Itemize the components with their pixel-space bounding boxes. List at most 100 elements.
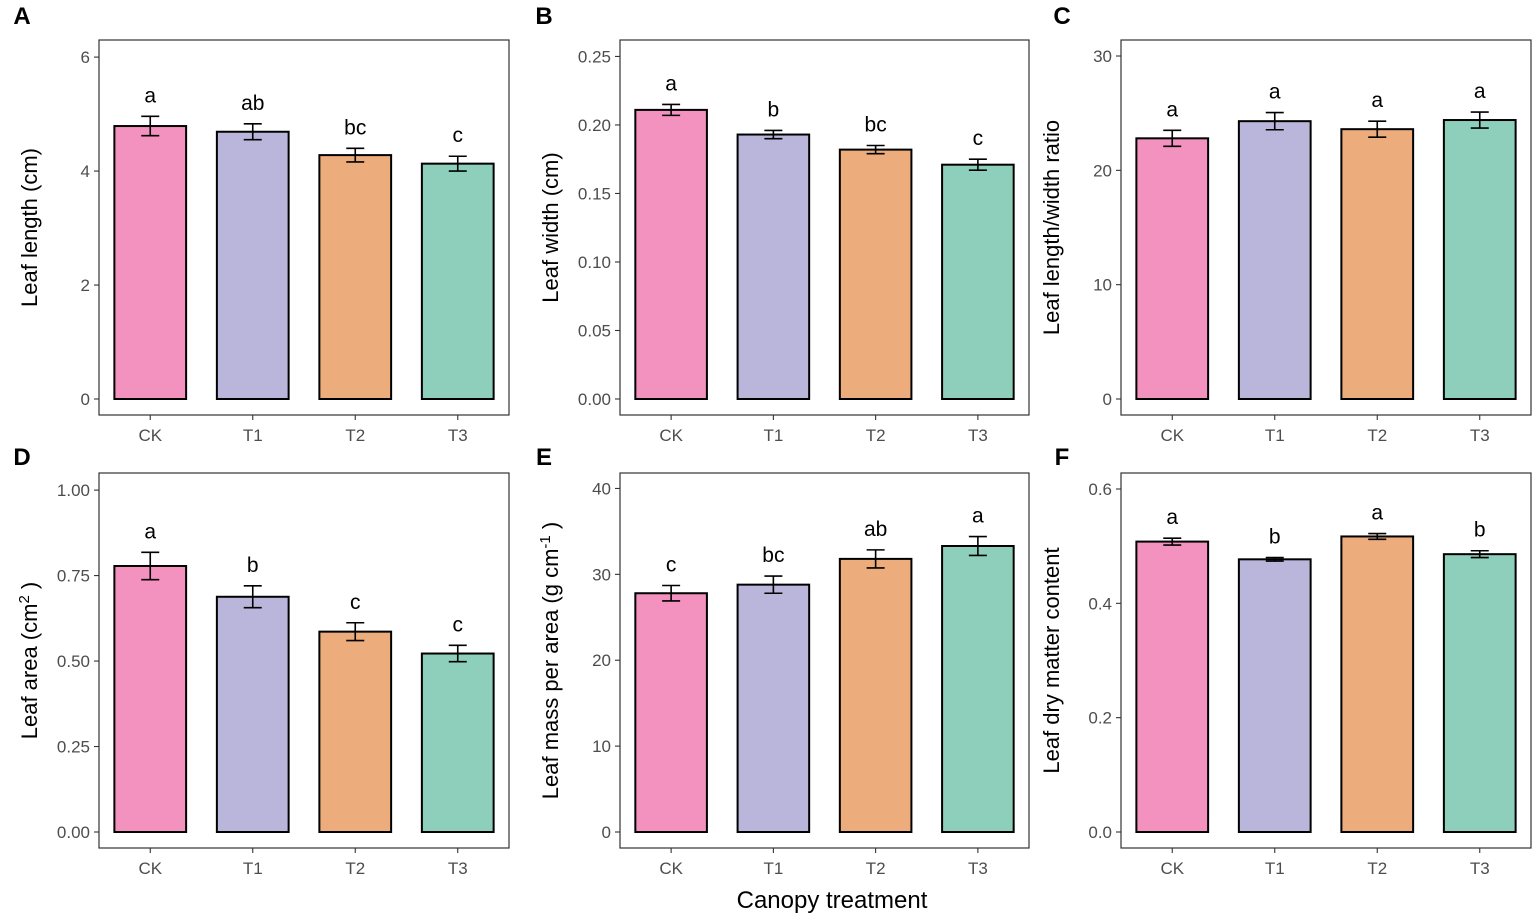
- y-tick-label: 0.2: [1088, 709, 1112, 728]
- significance-label: c: [453, 124, 464, 147]
- panel-label: B: [535, 3, 552, 30]
- bar-ck: [634, 592, 708, 834]
- bar-t1: [736, 583, 811, 833]
- bar-t3: [420, 162, 495, 400]
- x-tick-label: CK: [1160, 859, 1184, 878]
- significance-label: c: [350, 591, 361, 614]
- significance-label: b: [1269, 526, 1281, 549]
- y-tick-label: 0.4: [1088, 594, 1112, 613]
- y-tick-label: 0.75: [57, 567, 90, 586]
- significance-label: bc: [344, 116, 366, 139]
- significance-label: a: [1371, 502, 1383, 525]
- panel-label: C: [1053, 3, 1070, 30]
- panel-border: [1120, 472, 1532, 849]
- x-tick-label: T1: [1265, 426, 1285, 445]
- bar-t1: [736, 133, 811, 400]
- y-tick-label: 1.00: [57, 481, 90, 500]
- panel-b: 0.00 0.05 0.10 0.15 0.20 0.25 a CK b T1 bc T2 c T3 Lea…: [535, 3, 1030, 445]
- y-tick-label: 0: [81, 390, 90, 409]
- y-tick-label: 20: [592, 651, 611, 670]
- x-tick-label: T2: [1367, 426, 1387, 445]
- y-axis-title: Leaf dry matter content: [1039, 547, 1064, 773]
- significance-label: b: [247, 554, 259, 577]
- y-tick-label: 0.25: [57, 738, 90, 757]
- x-tick-label: T2: [866, 859, 886, 878]
- bar-t3: [420, 652, 495, 833]
- significance-label: a: [972, 505, 984, 528]
- bar-t2: [838, 557, 913, 834]
- global-x-axis-title: Canopy treatment: [737, 887, 928, 914]
- panel-d: 0.00 0.25 0.50 0.75 1.00 a CK b T1 c T2 c T3 Leaf are…: [13, 444, 510, 878]
- x-tick-label: CK: [138, 859, 162, 878]
- significance-label: c: [453, 613, 464, 636]
- y-tick-label: 0.0: [1088, 823, 1112, 842]
- y-tick-label: 40: [592, 479, 611, 498]
- bar-t1: [1237, 120, 1312, 400]
- x-tick-label: CK: [1160, 426, 1184, 445]
- x-tick-label: T3: [448, 859, 468, 878]
- x-tick-label: T2: [345, 426, 365, 445]
- significance-label: a: [665, 72, 677, 95]
- y-tick-label: 0.25: [578, 47, 611, 66]
- y-tick-label: 0.10: [578, 253, 611, 272]
- bar-ck: [1135, 137, 1210, 401]
- x-tick-label: CK: [138, 426, 162, 445]
- significance-label: b: [768, 98, 780, 121]
- x-tick-label: T2: [345, 859, 365, 878]
- bar-t1: [215, 595, 290, 833]
- x-tick-label: T3: [1470, 426, 1490, 445]
- significance-label: a: [1269, 81, 1281, 104]
- x-tick-label: T3: [968, 859, 988, 878]
- y-axis-title: Leaf mass per area (g cm-1 ): [537, 522, 563, 799]
- y-tick-label: 0.15: [578, 184, 611, 203]
- bar-ck: [113, 125, 188, 401]
- bar-t2: [318, 154, 393, 400]
- significance-label: c: [666, 554, 677, 577]
- y-tick-label: 0.20: [578, 116, 611, 135]
- bar-t3: [1442, 553, 1517, 833]
- significance-label: a: [1371, 89, 1383, 112]
- y-tick-label: 0: [1103, 390, 1112, 409]
- significance-label: ab: [864, 518, 887, 541]
- panel-border: [619, 39, 1030, 416]
- y-tick-label: 6: [81, 48, 90, 67]
- significance-label: a: [1166, 98, 1178, 121]
- bar-t2: [1340, 535, 1415, 833]
- y-axis-title: Leaf length (cm): [17, 148, 42, 307]
- x-tick-label: T3: [968, 426, 988, 445]
- significance-label: bc: [762, 544, 784, 567]
- bar-t3: [941, 163, 1015, 400]
- y-tick-label: 10: [592, 737, 611, 756]
- x-tick-label: T1: [243, 426, 263, 445]
- x-tick-label: T1: [243, 859, 263, 878]
- significance-label: b: [1474, 519, 1486, 542]
- y-tick-label: 20: [1093, 161, 1112, 180]
- significance-label: a: [144, 84, 156, 107]
- y-tick-label: 30: [1093, 47, 1112, 66]
- x-tick-label: T3: [448, 426, 468, 445]
- x-tick-label: CK: [659, 859, 683, 878]
- x-tick-label: T1: [763, 426, 783, 445]
- significance-label: a: [1474, 80, 1486, 103]
- y-tick-label: 30: [592, 565, 611, 584]
- y-tick-label: 4: [81, 162, 90, 181]
- y-tick-label: 0.05: [578, 321, 611, 340]
- x-tick-label: T1: [1265, 859, 1285, 878]
- significance-label: ab: [241, 92, 264, 115]
- y-tick-label: 2: [81, 276, 90, 295]
- significance-label: bc: [865, 114, 887, 137]
- panel-label: A: [13, 3, 30, 30]
- bar-ck: [113, 564, 188, 833]
- y-tick-label: 0.6: [1088, 480, 1112, 499]
- panel-a: 0 2 4 6 a CK ab T1 bc T2 c T3 Leaf length (cm) A: [13, 3, 510, 445]
- x-tick-label: T3: [1470, 859, 1490, 878]
- y-axis-title: Leaf area (cm2 ): [16, 582, 42, 740]
- panel-border: [1120, 39, 1532, 416]
- panel-f: 0.0 0.2 0.4 0.6 a CK b T1 a T2 b T3 Leaf dry matter …: [1039, 444, 1532, 878]
- panel-label: D: [13, 444, 30, 471]
- panel-c: 0 10 20 30 a CK a T1 a T2 a T3 Leaf length/width rat…: [1039, 3, 1532, 445]
- bar-t3: [941, 545, 1015, 833]
- y-tick-label: 0.50: [57, 652, 90, 671]
